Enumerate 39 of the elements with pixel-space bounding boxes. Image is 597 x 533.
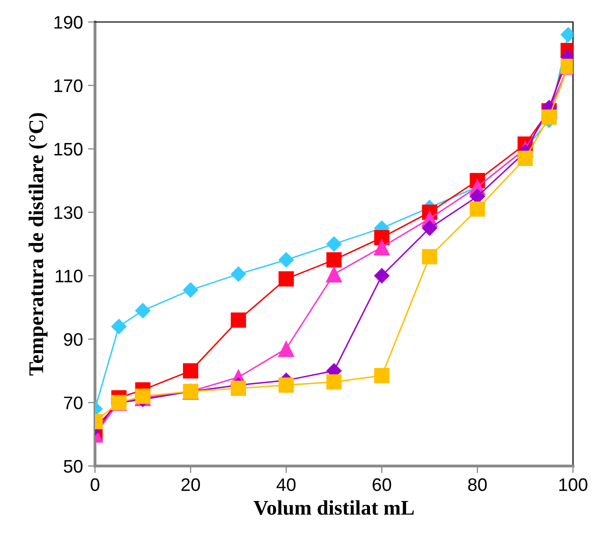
x-tick-label: 60 [372,478,392,492]
x-tick-label: 40 [276,478,296,492]
point [470,201,486,217]
x-tick-label: 100 [559,478,588,492]
point [422,249,438,264]
y-tick-label: 170 [54,79,82,92]
point [422,220,438,236]
point [373,238,390,256]
point [326,374,342,390]
y-tick-label: 190 [54,16,82,29]
point [182,282,198,298]
y-tick-label: 130 [54,206,82,220]
point [230,312,246,328]
point [111,318,127,334]
point [230,266,246,282]
point [278,340,295,357]
x-tick-label: 80 [468,478,487,492]
point [541,110,557,125]
point [326,252,342,268]
point [230,380,246,396]
x-tick-label: 0 [90,478,100,492]
point [278,252,294,268]
y-axis-title: Temperatura de distilare (°C) [28,113,48,376]
point [374,268,390,284]
point [278,377,294,393]
point [326,236,342,252]
x-tick-label: 20 [181,478,200,492]
point [278,271,294,287]
y-tick-label: 50 [64,460,82,473]
point [326,266,342,282]
y-tick-label: 90 [64,333,82,346]
point [182,363,198,378]
x-axis-title: Volum distilat mL [254,500,414,515]
y-tick-label: 150 [54,142,82,156]
point [518,150,533,166]
y-tick-label: 110 [56,270,82,282]
y-tick-label: 70 [64,396,82,410]
point [134,302,151,318]
point [374,368,390,384]
